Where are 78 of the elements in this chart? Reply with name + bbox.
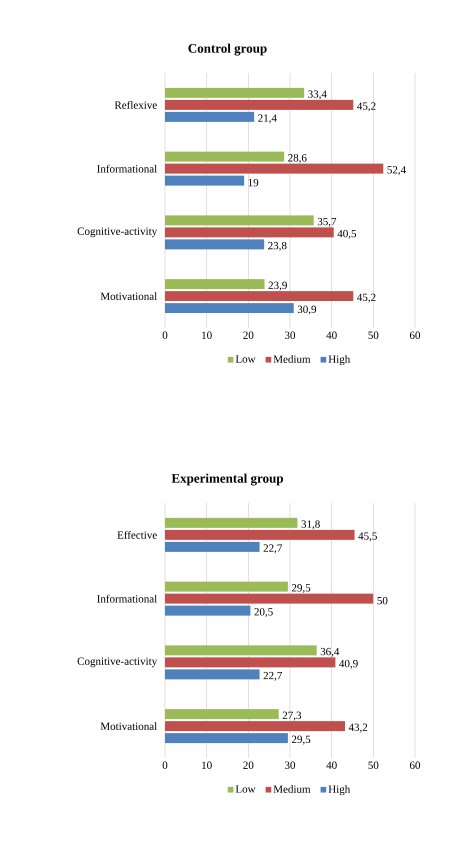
bar: [164, 100, 354, 110]
bar: [164, 291, 354, 302]
data-label: 35,7: [318, 218, 336, 227]
x-tick-label: 10: [202, 332, 212, 339]
bar: [164, 669, 260, 680]
x-tick-label: 50: [368, 762, 378, 769]
data-label: 21,4: [258, 114, 277, 124]
data-label: 30,9: [298, 306, 316, 315]
bar: [164, 594, 374, 604]
x-tick-label: 60: [410, 332, 420, 339]
x-tick-label: 50: [368, 332, 378, 339]
y-tick-label: Reflexive: [114, 100, 157, 109]
x-tick-label: 40: [326, 332, 337, 339]
data-label: 20,5: [254, 608, 273, 618]
x-tick-label: 30: [285, 762, 296, 769]
data-label: 27,3: [282, 712, 302, 721]
bar: [164, 279, 265, 290]
bar: [164, 645, 317, 656]
x-tick-label: 0: [162, 762, 168, 769]
data-label: 19: [248, 178, 258, 186]
x-tick-label: 60: [410, 762, 420, 769]
legend-label: High: [328, 785, 350, 796]
bar: [164, 215, 314, 226]
data-label: 29,5: [292, 736, 310, 745]
bar: [164, 239, 264, 250]
bar: [164, 657, 336, 668]
bar: [164, 733, 288, 744]
data-label: 52,4: [387, 166, 406, 176]
y-tick-label: Motivational: [100, 292, 157, 300]
bar: [164, 721, 345, 732]
data-label: 45,2: [357, 102, 376, 112]
bar: [164, 227, 334, 238]
legend-label: Medium: [274, 355, 310, 363]
y-tick-label: Motivational: [100, 722, 157, 730]
data-label: 33,4: [308, 90, 327, 100]
data-label: 22,7: [264, 544, 282, 554]
x-tick-label: 0: [162, 332, 168, 339]
bar: [164, 709, 279, 720]
chart-title: Control group: [188, 44, 267, 56]
x-tick-label: 30: [285, 332, 296, 339]
legend-label: Low: [236, 785, 256, 793]
legend-label: Low: [236, 355, 256, 363]
bar: [164, 164, 384, 174]
data-label: 45,2: [357, 294, 376, 303]
bar: [164, 303, 294, 314]
x-tick-label: 40: [326, 762, 337, 769]
bar: [164, 88, 304, 98]
data-label: 40,5: [337, 230, 356, 239]
data-label: 36,4: [320, 648, 340, 657]
data-label: 43,2: [348, 724, 368, 733]
y-tick-label: Informational: [97, 594, 157, 603]
data-label: 50: [377, 596, 388, 604]
legend-label: Medium: [274, 785, 310, 793]
bar: [164, 606, 250, 616]
y-tick-label: Informational: [97, 164, 157, 173]
data-label: 23,8: [268, 242, 287, 251]
data-label: 40,9: [339, 660, 358, 669]
x-tick-label: 10: [202, 762, 212, 769]
bar: [164, 112, 254, 122]
data-label: 31,8: [302, 520, 320, 530]
data-label: 45,5: [358, 532, 377, 542]
bar: [164, 530, 355, 540]
data-label: 23,9: [268, 282, 287, 291]
bar: [164, 176, 244, 186]
y-tick-label: Cognitive-activity: [78, 658, 158, 668]
x-tick-label: 20: [243, 332, 254, 339]
bar: [164, 582, 288, 592]
data-label: 28,6: [288, 154, 307, 164]
x-tick-label: 20: [243, 762, 254, 769]
bar: [164, 518, 298, 528]
bar: [164, 542, 260, 552]
y-tick-label: Effective: [117, 530, 157, 539]
chart-title: Experimental group: [172, 474, 283, 486]
bar: [164, 152, 284, 162]
y-tick-label: Cognitive-activity: [78, 228, 158, 238]
data-label: 22,7: [264, 672, 282, 681]
data-label: 29,5: [292, 584, 310, 594]
legend-label: High: [328, 355, 350, 366]
